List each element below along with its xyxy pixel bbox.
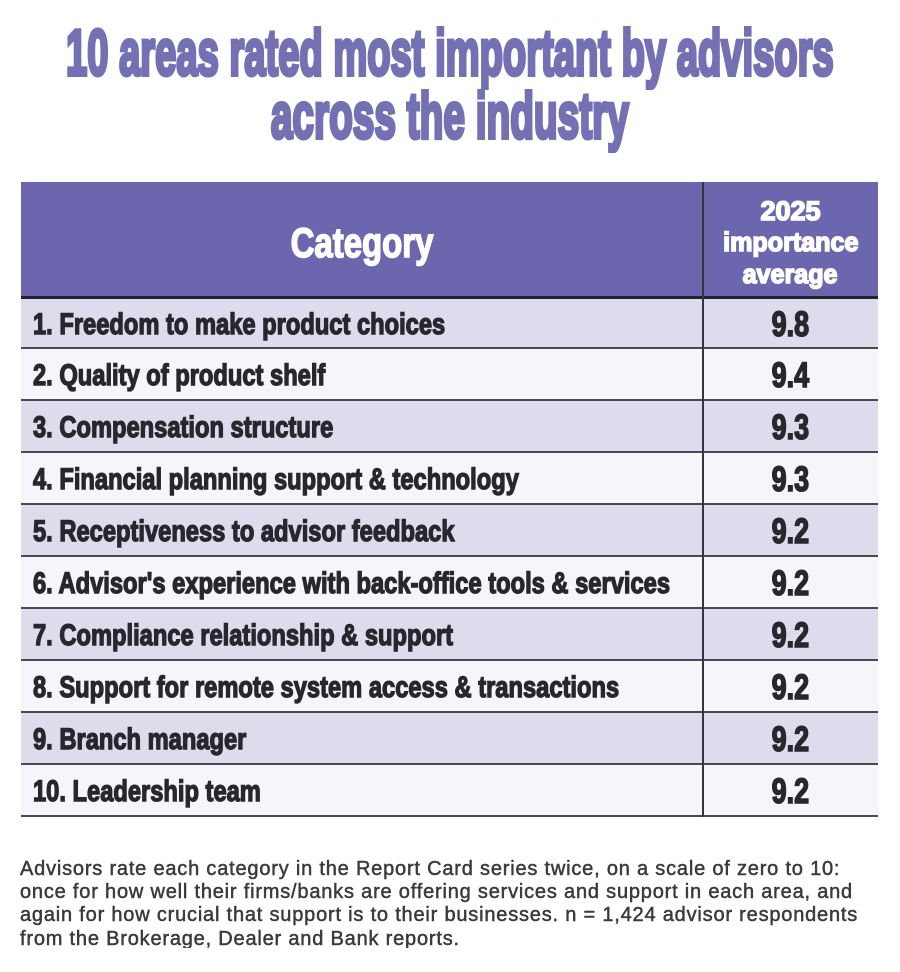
row-value: 9.2: [771, 667, 810, 708]
table-row: 4. Financial planning support & technolo…: [21, 453, 878, 505]
row-category: 10. Leadership team: [32, 774, 261, 808]
row-category: 1. Freedom to make product choices: [32, 307, 446, 341]
row-category: 9. Branch manager: [32, 722, 247, 756]
table-row: 3. Compensation structure 9.3: [21, 401, 878, 453]
table-row: 9. Branch manager 9.2: [21, 713, 878, 765]
footnote-line-3: again for how crucial that support is to…: [20, 904, 859, 927]
column-header-importance-average: 2025 importance average: [722, 195, 859, 289]
table-row: 7. Compliance relationship & support 9.2: [21, 609, 878, 661]
column-divider-line: [702, 182, 704, 817]
importance-table: Category 2025 importance average 1. Free…: [21, 182, 878, 817]
title-line-2: across the industry: [270, 79, 630, 152]
row-value: 9.2: [771, 615, 810, 656]
footnote: Advisors rate each category in the Repor…: [20, 858, 890, 948]
table-header-row: Category 2025 importance average: [21, 182, 878, 299]
footnote-line-4: from the Brokerage, Dealer and Bank repo…: [20, 927, 460, 948]
table-row: 10. Leadership team 9.2: [21, 765, 878, 817]
row-category: 7. Compliance relationship & support: [32, 618, 454, 652]
row-value: 9.2: [771, 563, 810, 604]
row-category: 6. Advisor's experience with back-office…: [32, 566, 671, 600]
row-category: 5. Receptiveness to advisor feedback: [32, 514, 455, 548]
row-value: 9.2: [771, 771, 810, 812]
row-value: 9.8: [771, 304, 810, 345]
table-row: 2. Quality of product shelf 9.4: [21, 349, 878, 401]
footnote-line-1: Advisors rate each category in the Repor…: [20, 858, 841, 880]
row-value: 9.3: [771, 407, 810, 448]
table-row: 5. Receptiveness to advisor feedback 9.2: [21, 505, 878, 557]
footnote-line-2: once for how well their firms/banks are …: [20, 881, 853, 904]
title-line-1: 10 areas rated most important by advisor…: [65, 16, 835, 89]
row-category: 4. Financial planning support & technolo…: [32, 462, 519, 496]
row-category: 3. Compensation structure: [32, 410, 334, 444]
row-value: 9.2: [771, 511, 810, 552]
column-header-category: Category: [290, 218, 434, 267]
row-value: 9.2: [771, 719, 810, 760]
row-category: 8. Support for remote system access & tr…: [32, 670, 620, 704]
row-value: 9.3: [771, 459, 810, 500]
row-category: 2. Quality of product shelf: [32, 358, 326, 392]
figure-title: 10 areas rated most important by advisor…: [0, 16, 900, 152]
row-value: 9.4: [771, 355, 810, 396]
table-row: 6. Advisor's experience with back-office…: [21, 557, 878, 609]
table-row: 1. Freedom to make product choices 9.8: [21, 299, 878, 349]
table-row: 8. Support for remote system access & tr…: [21, 661, 878, 713]
